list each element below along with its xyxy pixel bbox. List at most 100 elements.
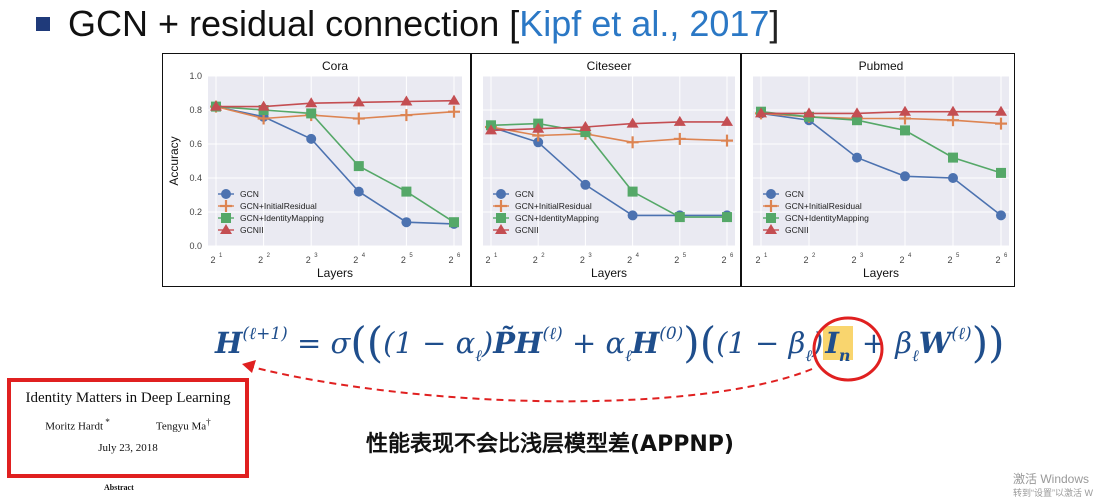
formula-identity-letter: I bbox=[825, 326, 839, 360]
chart-title: Cora bbox=[322, 59, 348, 73]
chart-citeseer: 2 1 2 2 2 3 2 4 2 5 2 6CiteseerLayersGCNGCN+Initial… bbox=[471, 53, 741, 287]
data-point bbox=[401, 217, 412, 228]
series-line bbox=[216, 99, 455, 108]
x-tick-label: 2 bbox=[803, 255, 808, 265]
data-point bbox=[306, 133, 317, 144]
data-point bbox=[496, 213, 506, 223]
y-tick-label: 1.0 bbox=[189, 71, 202, 81]
formula-h-prev-sup: (ℓ) bbox=[542, 324, 563, 344]
x-tick-label: 2 bbox=[721, 255, 726, 265]
data-point bbox=[449, 217, 459, 228]
paper-author: Tengyu Ma† bbox=[156, 417, 211, 433]
formula-identity: In bbox=[823, 326, 853, 365]
formula-term2-sub: ℓ bbox=[805, 346, 813, 365]
series-line bbox=[490, 122, 727, 218]
data-point bbox=[353, 186, 364, 197]
formula-h-prev: H bbox=[515, 326, 543, 360]
x-tick-exponent: 2 bbox=[267, 253, 271, 259]
chart-title: Citeseer bbox=[587, 59, 632, 73]
x-tick-exponent: 5 bbox=[956, 253, 960, 259]
data-point bbox=[674, 212, 685, 223]
data-point bbox=[851, 107, 863, 118]
legend-label: GCN bbox=[785, 189, 804, 199]
x-tick-exponent: 6 bbox=[457, 253, 461, 259]
data-point bbox=[579, 121, 592, 131]
legend-entry: GCN bbox=[218, 189, 259, 199]
data-point bbox=[900, 171, 910, 182]
x-tick-label: 2 bbox=[306, 255, 311, 265]
x-axis-label: Layers bbox=[863, 266, 899, 280]
data-point bbox=[673, 115, 686, 126]
data-point bbox=[496, 189, 506, 199]
paper-title: Identity Matters in Deep Learning bbox=[25, 390, 231, 406]
x-tick-exponent: 6 bbox=[730, 253, 734, 259]
legend-label: GCN bbox=[515, 189, 534, 199]
x-tick-label: 2 bbox=[947, 255, 952, 265]
data-point bbox=[485, 124, 497, 135]
data-point bbox=[626, 117, 639, 128]
chart-title: Pubmed bbox=[859, 59, 904, 73]
legend-label: GCN+InitialResidual bbox=[515, 201, 592, 211]
legend-entry: GCN+IdentityMapping bbox=[218, 213, 324, 223]
plot-area bbox=[208, 76, 462, 246]
paper-reference[interactable]: Identity Matters in Deep Learning Moritz… bbox=[7, 378, 249, 478]
author-name: Moritz Hardt bbox=[45, 420, 104, 433]
y-axis-label: Accuracy bbox=[167, 136, 181, 185]
series-line bbox=[760, 110, 1002, 174]
data-point bbox=[948, 173, 958, 183]
data-point bbox=[257, 100, 270, 111]
series-line bbox=[490, 126, 727, 217]
data-point bbox=[755, 107, 767, 118]
formula-term1-sub: ℓ bbox=[475, 346, 482, 365]
y-tick-label: 0.0 bbox=[189, 241, 202, 251]
series-gcnii bbox=[485, 115, 733, 135]
watermark-line1: 激活 Windows bbox=[1013, 472, 1090, 486]
formula-open-outer: ( bbox=[350, 318, 367, 367]
x-tick-label: 2 bbox=[627, 255, 632, 265]
data-point bbox=[852, 152, 862, 163]
data-point bbox=[580, 179, 591, 190]
author-mark: * bbox=[103, 417, 110, 427]
data-point bbox=[532, 122, 545, 133]
paper-authors: Moritz Hardt * Tengyu Ma† bbox=[11, 417, 245, 433]
data-point bbox=[803, 107, 815, 118]
x-tick-label: 2 bbox=[899, 255, 904, 265]
x-tick-exponent: 3 bbox=[860, 253, 864, 259]
series-gcnii bbox=[755, 105, 1007, 118]
legend-label: GCN+IdentityMapping bbox=[785, 213, 869, 223]
formula-lhs: H bbox=[215, 326, 243, 360]
x-tick-label: 2 bbox=[448, 255, 453, 265]
formula-eq: = σ bbox=[287, 326, 351, 360]
x-tick-label: 2 bbox=[485, 255, 490, 265]
x-tick-exponent: 2 bbox=[812, 253, 816, 259]
data-point bbox=[995, 105, 1007, 116]
formula-term1-close: ) bbox=[481, 326, 494, 360]
formula-term1: (1 − α bbox=[383, 326, 476, 360]
data-point bbox=[495, 224, 507, 234]
formula-term2-close: ) bbox=[812, 326, 824, 360]
legend-entry: GCN bbox=[763, 189, 804, 199]
y-tick-label: 0.2 bbox=[189, 207, 202, 217]
watermark-line2: 转到“设置”以激活 W bbox=[1013, 488, 1093, 498]
x-tick-exponent: 3 bbox=[588, 253, 592, 259]
data-point bbox=[306, 108, 317, 119]
legend-entry: GCNII bbox=[218, 224, 264, 235]
data-point bbox=[721, 115, 733, 126]
series-line bbox=[760, 112, 1002, 217]
data-point bbox=[765, 224, 777, 234]
formula-open-second: ( bbox=[699, 318, 717, 367]
x-tick-exponent: 4 bbox=[636, 253, 640, 259]
series-line bbox=[490, 126, 728, 144]
x-tick-label: 2 bbox=[401, 255, 406, 265]
data-point bbox=[948, 152, 958, 163]
legend-entry: GCN+InitialResidual bbox=[218, 200, 317, 212]
data-point bbox=[533, 137, 544, 148]
data-point bbox=[221, 189, 231, 199]
citation-link[interactable]: Kipf et al., 2017 bbox=[519, 3, 770, 44]
legend-entry: GCN bbox=[493, 189, 534, 199]
formula-lhs-sup: (ℓ+1) bbox=[242, 324, 288, 344]
legend-label: GCNII bbox=[515, 225, 539, 235]
formula-w: W bbox=[918, 326, 952, 360]
x-tick-exponent: 1 bbox=[764, 253, 768, 259]
